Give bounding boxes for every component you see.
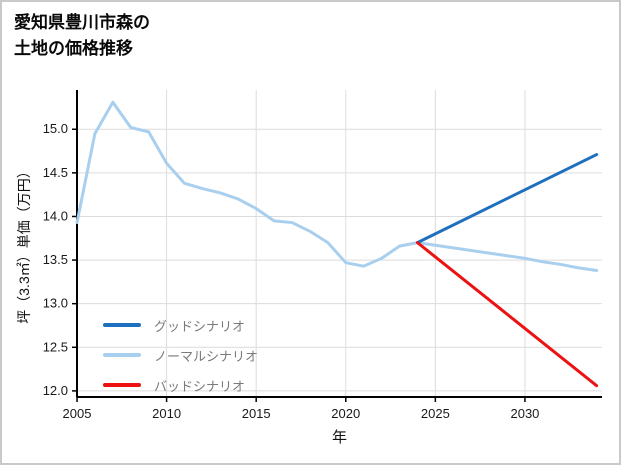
y-tick-label: 12.5 [43, 339, 68, 354]
y-tick-label: 12.0 [43, 383, 68, 398]
legend-label-good-scenario: グッドシナリオ [154, 318, 246, 334]
y-tick-label: 14.5 [43, 165, 68, 180]
y-tick-label: 13.0 [43, 296, 68, 311]
series-line-good-scenario [415, 153, 599, 245]
legend-swatch-bad-scenario [103, 383, 141, 387]
series-line-normal-scenario [75, 100, 599, 273]
x-tick-label: 2010 [152, 406, 181, 421]
y-tick-label: 13.5 [43, 252, 68, 267]
legend-swatch-normal-scenario [103, 353, 141, 357]
x-tick-label: 2020 [331, 406, 360, 421]
legend-label-bad-scenario: バッドシナリオ [154, 378, 246, 394]
x-tick-label: 2025 [421, 406, 450, 421]
legend-swatch-good-scenario [103, 323, 141, 327]
legend-label-normal-scenario: ノーマルシナリオ [154, 348, 259, 364]
x-tick-label: 2015 [242, 406, 271, 421]
x-tick-label: 2030 [510, 406, 539, 421]
legend-item-bad-scenario: バッドシナリオ [103, 370, 258, 400]
x-tick-label: 2005 [63, 406, 92, 421]
y-axis-label: 坪（3.3㎡）単価（万円） [16, 164, 32, 324]
y-tick-label: 15.0 [43, 121, 68, 136]
series-line-bad-scenario [415, 241, 599, 388]
legend-item-good-scenario: グッドシナリオ [103, 310, 258, 340]
y-tick-label: 14.0 [43, 208, 68, 223]
page-title-line1: 愛知県豊川市森の [14, 13, 150, 32]
page-title-line2: 土地の価格推移 [14, 38, 133, 58]
x-axis-label: 年 [331, 429, 347, 446]
legend-item-normal-scenario: ノーマルシナリオ [103, 340, 258, 370]
chart-legend: グッドシナリオ ノーマルシナリオ バッドシナリオ [103, 310, 258, 400]
page-title: 愛知県豊川市森の 土地の価格推移 [14, 10, 150, 61]
